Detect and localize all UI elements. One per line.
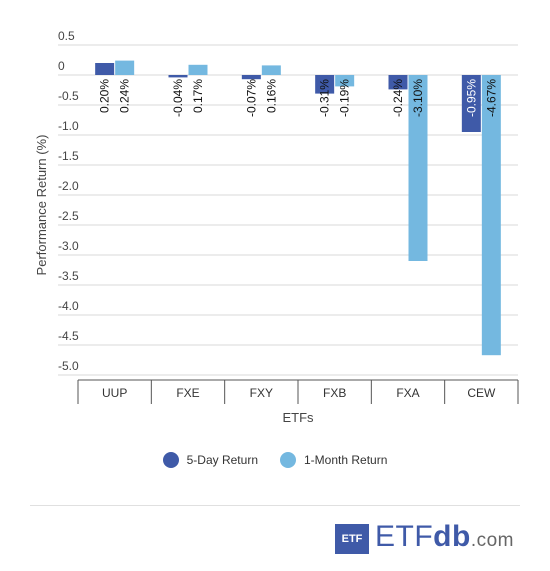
data-label: 0.16% (264, 79, 278, 113)
data-label: -4.67% (484, 79, 498, 117)
x-tick-label: UUP (102, 386, 127, 400)
x-tick-label: FXY (250, 386, 273, 400)
data-label: -0.95% (464, 79, 478, 117)
data-label: -3.10% (411, 79, 425, 117)
data-labels: 0.20% -0.04% -0.07% -0.31% -0.24% -0.95% 0.24%… (98, 79, 499, 117)
y-tick-label: -3.0 (58, 239, 79, 253)
x-axis-label: ETFs (282, 410, 314, 425)
y-tick-label: -0.5 (58, 89, 79, 103)
y-tick-label: -2.0 (58, 179, 79, 193)
logo-wordmark-com: .com (470, 530, 515, 551)
x-axis: UUP FXE FXY FXB FXA CEW (77, 379, 519, 404)
data-label: 0.20% (98, 79, 112, 113)
legend-label-5-day: 5-Day Return (186, 453, 258, 467)
y-tick-label: -1.5 (58, 149, 79, 163)
logo-wordmark-db: db (433, 520, 471, 553)
legend: 5-Day Return 1-Month Return (0, 452, 550, 468)
data-label: -0.31% (318, 79, 332, 117)
logo-wordmark-etf: ETF (375, 520, 434, 553)
logo-wordmark: ETFdb.com (375, 522, 514, 556)
legend-label-1-month: 1-Month Return (304, 453, 388, 467)
bar-1-month[interactable] (481, 75, 501, 356)
x-tick-label: CEW (467, 386, 496, 400)
y-tick-label: -3.5 (58, 269, 79, 283)
gridlines (58, 44, 518, 376)
bar-5-day[interactable] (388, 75, 408, 90)
y-tick-label: 0.5 (58, 29, 75, 43)
y-tick-label: -4.5 (58, 329, 79, 343)
x-tick-label: FXE (176, 386, 199, 400)
bar-5-day[interactable] (315, 75, 335, 94)
y-tick-label: 0 (58, 59, 65, 73)
data-label: 0.24% (118, 79, 132, 113)
bar-1-month[interactable] (115, 60, 135, 75)
data-label: -0.24% (391, 79, 405, 117)
y-tick-label: -1.0 (58, 119, 79, 133)
y-axis-ticks: 0.5 0 -0.5 -1.0 -1.5 -2.0 -2.5 -3.0 -3.5 -4.0 -4.5… (58, 29, 79, 373)
bars (95, 60, 501, 356)
bar-5-day[interactable] (168, 75, 188, 78)
legend-item-1-month[interactable]: 1-Month Return (280, 452, 387, 468)
data-label: -0.19% (338, 79, 352, 117)
y-tick-label: -5.0 (58, 359, 79, 373)
x-tick-label: FXA (396, 386, 419, 400)
x-tick-label: FXB (323, 386, 346, 400)
bar-5-day[interactable] (95, 63, 115, 75)
legend-swatch-5-day (162, 452, 179, 468)
y-tick-label: -2.5 (58, 209, 79, 223)
data-label: -0.07% (244, 79, 258, 117)
bar-1-month[interactable] (335, 75, 355, 87)
logo-mark: ETF (335, 524, 369, 554)
y-tick-label: -4.0 (58, 299, 79, 313)
legend-item-5-day[interactable]: 5-Day Return (162, 452, 258, 468)
data-label: 0.17% (191, 79, 205, 113)
legend-swatch-1-month (280, 452, 296, 468)
bar-chart: 0.5 0 -0.5 -1.0 -1.5 -2.0 -2.5 -3.0 -3.5 -4.0 -4.5… (34, 29, 519, 425)
y-axis-label: Performance Return (%) (34, 135, 49, 276)
bar-1-month[interactable] (188, 64, 208, 75)
bar-1-month[interactable] (261, 65, 281, 75)
bar-1-month[interactable] (408, 75, 428, 261)
bar-5-day[interactable] (461, 75, 481, 132)
etfdb-logo[interactable]: ETF ETFdb.com (335, 522, 514, 556)
data-label: -0.04% (171, 79, 185, 117)
bar-5-day[interactable] (241, 75, 261, 80)
footer-divider (30, 505, 520, 506)
